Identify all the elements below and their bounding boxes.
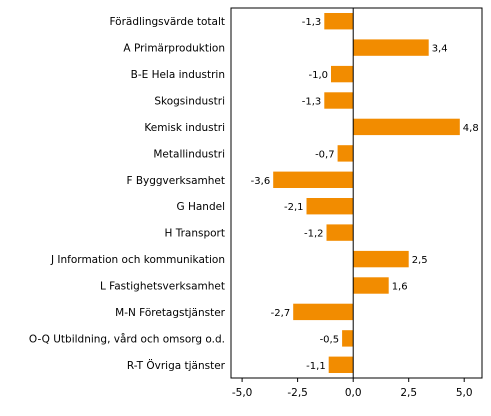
bar-2 — [331, 65, 354, 83]
bar-10 — [353, 277, 389, 294]
bar-9 — [353, 250, 409, 268]
category-label-11: M-N Företagstjänster — [115, 307, 226, 319]
category-label-1: A Primärproduktion — [123, 43, 225, 55]
category-label-2: B-E Hela industrin — [131, 69, 225, 81]
category-label-10: L Fastighetsverksamhet — [100, 281, 225, 293]
bar-12 — [342, 330, 354, 347]
x-tick-label-4: 5,0 — [456, 387, 473, 399]
value-label-7: -2,1 — [284, 202, 304, 213]
bar-1 — [353, 39, 429, 56]
x-tick-label-1: -2,5 — [287, 387, 308, 399]
category-label-5: Metallindustri — [153, 148, 225, 160]
x-tick-label-3: 2,5 — [400, 387, 417, 399]
x-tick-label-0: -5,0 — [232, 387, 253, 399]
value-label-9: 2,5 — [412, 255, 428, 266]
category-label-9: J Information och kommunikation — [50, 254, 225, 266]
value-label-2: -1,0 — [308, 70, 328, 81]
bar-8 — [326, 224, 354, 241]
bar-4 — [353, 118, 460, 136]
category-label-13: R-T Övriga tjänster — [127, 359, 226, 372]
category-label-3: Skogsindustri — [154, 96, 225, 108]
x-tick-label-2: 0,0 — [345, 387, 362, 399]
category-label-4: Kemisk industri — [144, 122, 225, 134]
bar-0 — [324, 13, 354, 30]
bars-layer — [273, 13, 460, 373]
value-label-10: 1,6 — [392, 282, 408, 293]
bar-3 — [324, 92, 354, 109]
value-label-11: -2,7 — [271, 308, 291, 319]
bar-11 — [293, 303, 354, 321]
value-label-0: -1,3 — [302, 17, 322, 28]
bar-6 — [273, 171, 354, 188]
category-label-12: O-Q Utbildning, vård och omsorg o.d. — [29, 332, 225, 345]
category-label-8: H Transport — [164, 228, 225, 240]
plot-area-frame — [230, 7, 483, 379]
value-label-8: -1,2 — [304, 229, 324, 240]
bar-5 — [337, 145, 354, 162]
value-label-3: -1,3 — [302, 97, 322, 108]
x-axis-ticks: -5,0 -2,5 0,0 2,5 5,0 — [232, 378, 473, 399]
category-label-0: Förädlingsvärde totalt — [110, 16, 226, 28]
value-label-1: 3,4 — [432, 44, 448, 55]
category-label-7: G Handel — [176, 201, 225, 213]
value-label-12: -0,5 — [320, 334, 340, 345]
labels-layer: Förädlingsvärde totalt -1,3 A Primärproduk… — [29, 16, 479, 372]
bar-13 — [328, 356, 354, 373]
category-label-6: F Byggverksamhet — [126, 175, 225, 187]
value-label-6: -3,6 — [251, 176, 271, 187]
value-label-13: -1,1 — [306, 361, 326, 372]
value-label-5: -0,7 — [315, 149, 335, 160]
value-label-4: 4,8 — [463, 123, 479, 134]
bar-7 — [306, 198, 354, 215]
